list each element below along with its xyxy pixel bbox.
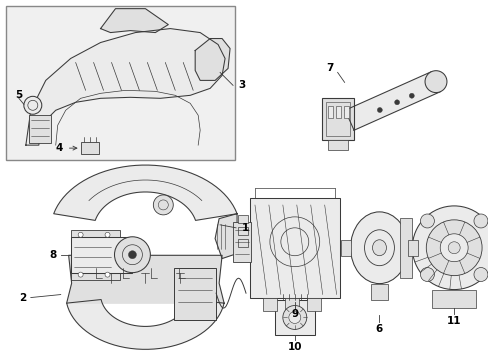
Bar — [343, 106, 348, 118]
Circle shape — [377, 108, 382, 113]
Bar — [325, 102, 349, 136]
Bar — [81, 142, 99, 154]
Circle shape — [473, 267, 487, 282]
Bar — [407, 240, 417, 256]
Polygon shape — [26, 28, 224, 145]
Bar — [321, 98, 353, 140]
Circle shape — [78, 232, 83, 237]
Bar — [285, 298, 298, 311]
Circle shape — [408, 93, 413, 98]
Polygon shape — [101, 9, 168, 32]
Circle shape — [78, 272, 83, 277]
Text: 1: 1 — [241, 223, 248, 233]
Circle shape — [447, 242, 459, 254]
Circle shape — [105, 232, 110, 237]
Polygon shape — [66, 300, 224, 349]
Text: 4: 4 — [55, 143, 62, 153]
Polygon shape — [345, 72, 440, 130]
Circle shape — [420, 267, 433, 282]
Bar — [263, 298, 276, 311]
Circle shape — [153, 195, 173, 215]
Text: 9: 9 — [291, 310, 298, 319]
Bar — [327, 140, 347, 150]
Bar — [6, 6, 235, 160]
Circle shape — [288, 311, 300, 323]
Circle shape — [24, 96, 41, 114]
Circle shape — [439, 234, 467, 262]
Bar — [400, 218, 411, 278]
Bar — [370, 284, 387, 300]
Bar — [340, 240, 350, 256]
Text: 8: 8 — [49, 250, 56, 260]
Text: 2: 2 — [19, 293, 26, 302]
Text: 7: 7 — [325, 63, 333, 73]
Circle shape — [426, 220, 481, 276]
Circle shape — [282, 306, 306, 329]
Bar — [29, 115, 51, 143]
Bar — [327, 106, 332, 118]
Bar — [233, 222, 250, 262]
Bar — [335, 106, 340, 118]
Polygon shape — [215, 214, 237, 258]
Polygon shape — [66, 255, 224, 303]
Bar — [274, 300, 314, 336]
Bar — [238, 227, 247, 235]
Circle shape — [394, 100, 399, 105]
Bar — [71, 237, 132, 273]
Circle shape — [411, 206, 488, 289]
Bar — [238, 239, 247, 247]
Bar — [249, 198, 339, 298]
Text: 11: 11 — [446, 316, 461, 327]
Circle shape — [114, 237, 150, 273]
Text: 10: 10 — [287, 342, 302, 352]
Polygon shape — [195, 39, 229, 80]
Bar — [238, 215, 247, 223]
Text: 6: 6 — [375, 324, 382, 334]
Polygon shape — [54, 165, 237, 220]
Bar — [174, 268, 216, 320]
Bar — [71, 230, 120, 280]
Text: 5: 5 — [15, 90, 22, 100]
Circle shape — [424, 71, 446, 93]
Circle shape — [473, 214, 487, 228]
Text: 3: 3 — [238, 80, 245, 90]
Ellipse shape — [372, 240, 386, 256]
Ellipse shape — [350, 212, 407, 284]
Circle shape — [420, 214, 433, 228]
Bar — [306, 298, 320, 311]
Bar — [431, 289, 475, 307]
Circle shape — [105, 272, 110, 277]
Circle shape — [128, 251, 136, 259]
